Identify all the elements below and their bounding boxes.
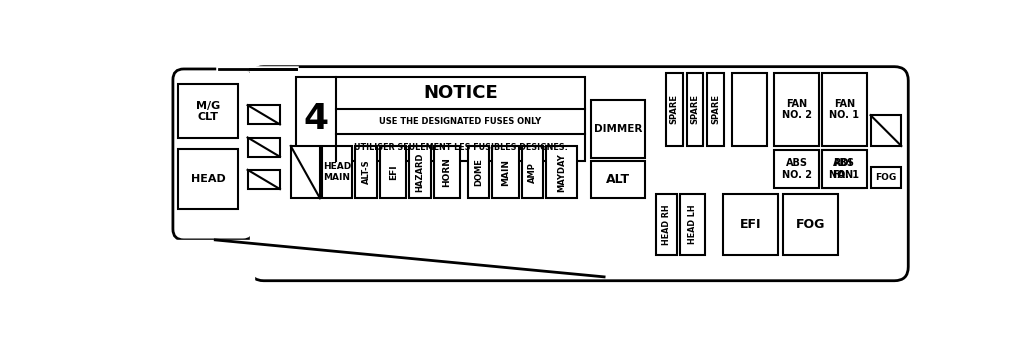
Bar: [322, 146, 352, 198]
Text: ABS
NO. 2: ABS NO. 2: [781, 158, 812, 180]
Text: FOG: FOG: [796, 218, 825, 231]
Bar: [680, 194, 705, 255]
Text: 4: 4: [303, 102, 329, 136]
Text: MAYDAY: MAYDAY: [557, 153, 566, 192]
Text: ALT-S: ALT-S: [361, 160, 371, 184]
Bar: [870, 167, 901, 188]
Bar: [774, 150, 819, 188]
Bar: [178, 149, 239, 209]
Text: HEAD: HEAD: [190, 174, 225, 184]
Text: DIMMER: DIMMER: [594, 124, 642, 134]
Text: FAN
NO. 1: FAN NO. 1: [829, 99, 859, 120]
Text: ABS
NO. 1: ABS NO. 1: [829, 158, 859, 180]
Text: MAIN: MAIN: [501, 159, 510, 185]
Text: HEAD
MAIN: HEAD MAIN: [323, 163, 351, 182]
Text: M/G
CLT: M/G CLT: [197, 101, 220, 122]
Bar: [774, 73, 819, 146]
Bar: [248, 170, 280, 189]
Text: RDI
FAN: RDI FAN: [833, 158, 853, 180]
Bar: [732, 73, 767, 146]
Bar: [493, 146, 518, 198]
Text: DOME: DOME: [474, 158, 483, 186]
Bar: [723, 194, 778, 255]
Bar: [248, 138, 280, 157]
Bar: [410, 146, 431, 198]
Bar: [666, 73, 683, 146]
Text: HAZARD: HAZARD: [416, 152, 425, 192]
Bar: [434, 146, 460, 198]
Text: FOG: FOG: [876, 173, 897, 182]
Text: HORN: HORN: [442, 157, 452, 187]
Bar: [547, 146, 578, 198]
Bar: [708, 73, 724, 146]
Text: EFI: EFI: [389, 164, 397, 180]
Bar: [380, 146, 407, 198]
Bar: [296, 77, 585, 162]
Text: SPARE: SPARE: [670, 94, 679, 125]
Bar: [591, 162, 645, 198]
Bar: [655, 194, 677, 255]
Bar: [686, 73, 703, 146]
Bar: [782, 194, 839, 255]
Text: FAN
NO. 2: FAN NO. 2: [781, 99, 812, 120]
Text: SPARE: SPARE: [712, 94, 720, 125]
Bar: [822, 73, 866, 146]
Bar: [591, 100, 645, 158]
FancyBboxPatch shape: [250, 67, 908, 281]
Bar: [355, 146, 377, 198]
Text: SPARE: SPARE: [690, 94, 699, 125]
Text: HEAD LH: HEAD LH: [688, 205, 697, 244]
Bar: [178, 84, 239, 138]
Text: USE THE DESIGNATED FUSES ONLY: USE THE DESIGNATED FUSES ONLY: [380, 117, 542, 126]
Text: NOTICE: NOTICE: [423, 84, 498, 102]
Bar: [521, 146, 544, 198]
Text: UTILISER SEULEMENT LES FUSIBLES DESIGNES.: UTILISER SEULEMENT LES FUSIBLES DESIGNES…: [353, 143, 567, 152]
Bar: [291, 146, 319, 198]
Bar: [822, 150, 866, 188]
Text: AMP: AMP: [528, 162, 537, 183]
Bar: [822, 150, 863, 188]
Text: HEAD RH: HEAD RH: [662, 204, 671, 245]
FancyBboxPatch shape: [173, 69, 254, 240]
Text: EFI: EFI: [739, 218, 761, 231]
Bar: [468, 146, 489, 198]
Bar: [248, 105, 280, 125]
Text: ALT: ALT: [606, 174, 630, 186]
Bar: [870, 115, 901, 146]
